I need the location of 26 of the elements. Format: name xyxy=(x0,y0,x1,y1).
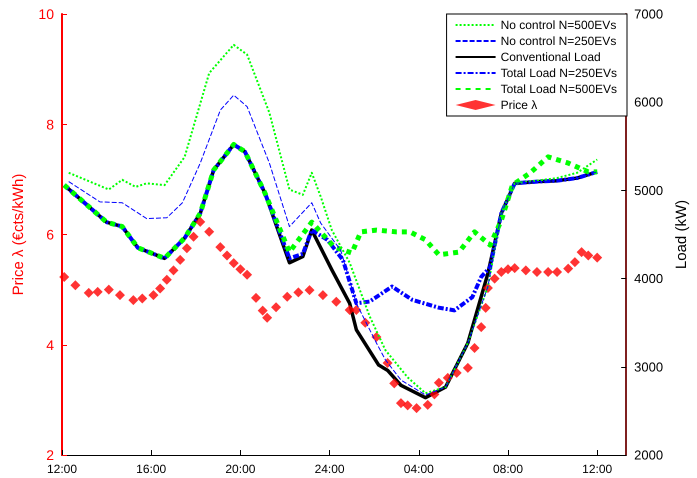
y-axis-title: Price λ (€cts/kWh) xyxy=(10,174,27,296)
legend-label: Total Load N=250EVs xyxy=(500,66,618,80)
y-tick-label: 8 xyxy=(46,116,54,132)
x-tick-label: 12:00 xyxy=(46,462,78,476)
legend-label: Price λ xyxy=(500,98,538,112)
x-tick-label: 08:00 xyxy=(492,462,524,476)
y-tick-label: 4 xyxy=(46,336,54,353)
y2-tick-label: 5000 xyxy=(634,182,664,198)
y2-tick-label: 4000 xyxy=(634,271,664,286)
y2-tick-label: 7000 xyxy=(634,6,664,22)
x-tick-label: 20:00 xyxy=(225,462,256,476)
y2-tick-label: 3000 xyxy=(634,359,664,374)
y-tick-label: 2 xyxy=(46,447,54,463)
x-tick-label: 24:00 xyxy=(314,462,345,476)
legend-label: Total Load N=500EVs xyxy=(500,82,618,96)
legend-label: No control N=250EVs xyxy=(500,34,616,48)
y2-tick-label: 6000 xyxy=(634,94,664,110)
legend-label: Conventional Load xyxy=(500,50,601,64)
y-tick-label: 10 xyxy=(38,6,54,22)
y2-axis-title: Load (kW) xyxy=(673,200,690,270)
y2-tick-label: 2000 xyxy=(634,448,664,462)
x-tick-label: 16:00 xyxy=(136,462,167,476)
x-tick-label: 12:00 xyxy=(582,462,613,476)
legend-label: No control N=500EVs xyxy=(500,18,616,32)
y-tick-label: 6 xyxy=(46,226,54,242)
x-tick-label: 04:00 xyxy=(404,462,434,476)
